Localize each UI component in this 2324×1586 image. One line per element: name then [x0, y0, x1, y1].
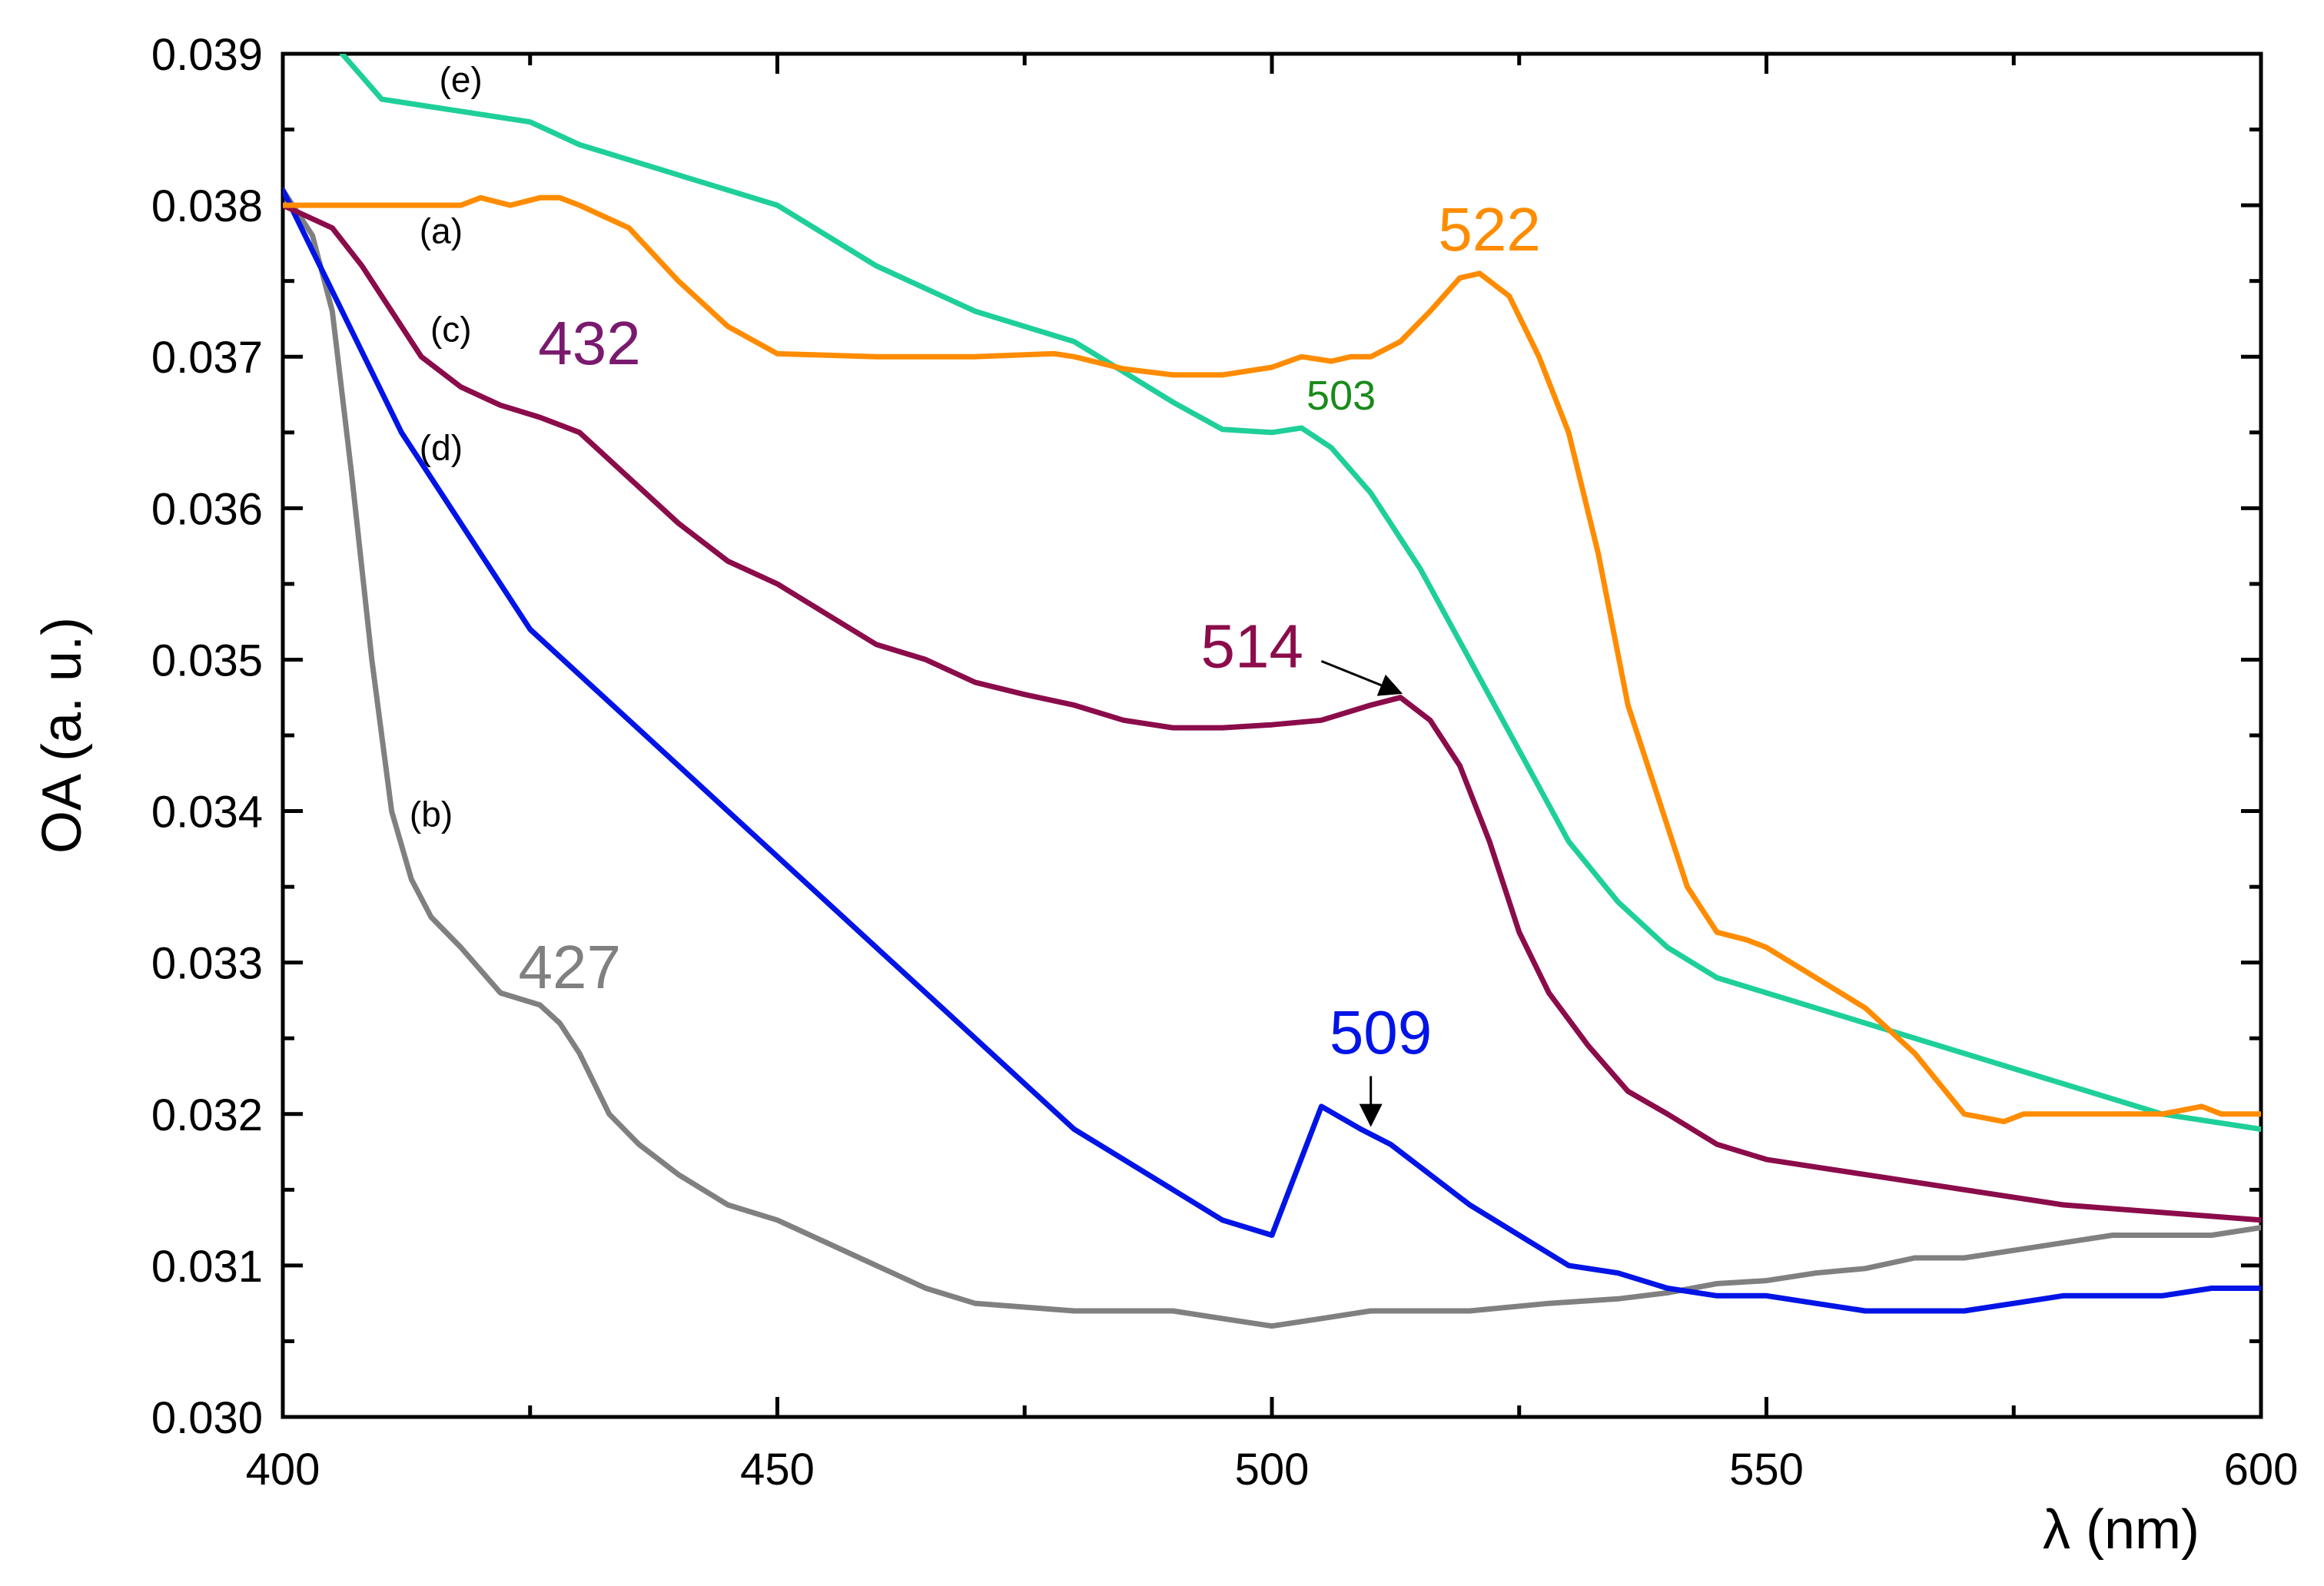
y-tick-label: 0.032 — [151, 1090, 263, 1140]
curve-tag-label: (d) — [420, 427, 463, 467]
y-tick-label: 0.035 — [151, 635, 263, 685]
axis-ticks: 400 450 500 550 600 0.030 0.031 0.032 0.033 0.034… — [151, 30, 2299, 1495]
x-axis-title: λ (nm) — [2043, 1499, 2200, 1561]
annotations: (e) (a) (c) (d) (b) 522 432 503 514 427 509 — [410, 59, 1541, 1127]
x-tick-label: 450 — [740, 1445, 815, 1495]
series-line-d — [283, 187, 2261, 1314]
peak-label: 509 — [1330, 998, 1432, 1067]
series-line-b — [283, 187, 2261, 1329]
curve-tag-label: (c) — [430, 310, 472, 350]
y-tick-label: 0.034 — [151, 788, 263, 838]
peak-label: 514 — [1201, 612, 1303, 680]
x-tick-label: 400 — [246, 1445, 320, 1495]
x-tick-label: 550 — [1729, 1445, 1804, 1495]
y-tick-label: 0.036 — [151, 484, 263, 534]
y-tick-label: 0.037 — [151, 333, 263, 383]
curve-tag-label: (b) — [410, 794, 453, 834]
y-tick-label: 0.039 — [151, 30, 263, 80]
y-tick-label: 0.033 — [151, 939, 263, 989]
peak-label: 427 — [518, 933, 620, 1001]
series-lines — [283, 54, 2261, 1329]
series-line-c — [283, 202, 2261, 1223]
y-tick-label: 0.038 — [151, 181, 263, 231]
x-tick-label: 600 — [2224, 1445, 2299, 1495]
x-tick-label: 500 — [1235, 1445, 1310, 1495]
curve-tag-label: (a) — [420, 211, 463, 251]
y-tick-label: 0.031 — [151, 1242, 263, 1292]
y-tick-label: 0.030 — [151, 1393, 263, 1443]
annotation-arrow — [1320, 660, 1403, 696]
series-line-e — [339, 54, 2261, 1132]
peak-label: 432 — [538, 309, 640, 377]
y-axis-title: OA (a. u.) — [32, 617, 93, 854]
curve-tag-label: (e) — [440, 59, 483, 99]
plot-frame — [281, 51, 2263, 1419]
series-line-a — [283, 194, 2261, 1125]
peak-label: 503 — [1306, 373, 1376, 419]
peak-label: 522 — [1438, 195, 1540, 264]
